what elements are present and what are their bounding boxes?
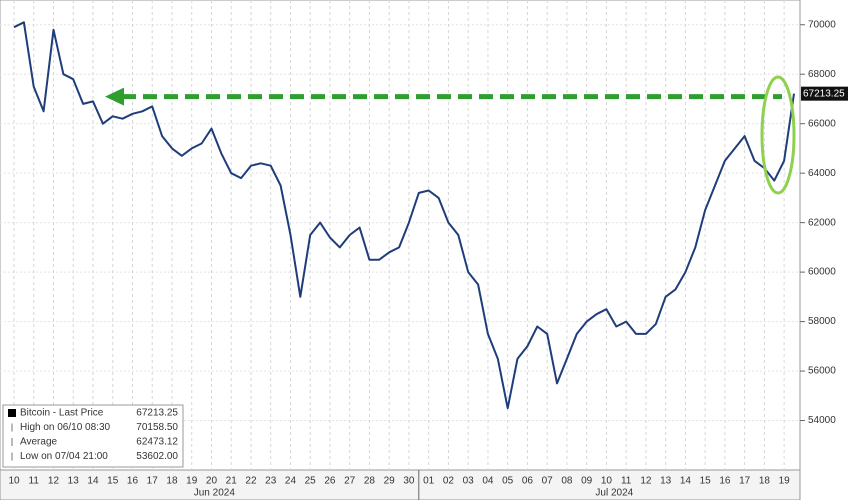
y-tick-label: 54000 (808, 415, 836, 426)
x-tick-label: 16 (127, 476, 139, 487)
legend-value: 70158.50 (136, 422, 178, 433)
x-tick-label: 15 (700, 476, 712, 487)
x-tick-label: 13 (68, 476, 80, 487)
x-tick-label: 19 (186, 476, 198, 487)
y-tick-label: 68000 (808, 69, 836, 80)
x-tick-label: 08 (561, 476, 573, 487)
price-line (13, 21, 795, 410)
x-tick-label: 05 (502, 476, 514, 487)
x-tick-label: 19 (779, 476, 791, 487)
y-tick-label: 66000 (808, 118, 836, 129)
x-tick-label: 18 (166, 476, 178, 487)
arrow-head (105, 87, 124, 106)
legend-value: 67213.25 (136, 408, 178, 419)
x-tick-label: 30 (403, 476, 415, 487)
x-tick-label: 07 (542, 476, 554, 487)
legend-value: 62473.12 (136, 437, 178, 448)
x-tick-label: 06 (522, 476, 534, 487)
last-price-label: 67213.25 (803, 88, 845, 99)
x-tick-label: 11 (621, 476, 632, 487)
y-tick-label: 58000 (808, 316, 836, 327)
x-tick-label: 16 (719, 476, 731, 487)
x-tick-label: 13 (660, 476, 672, 487)
legend-label: Average (20, 437, 58, 448)
x-tick-label: 01 (423, 476, 435, 487)
x-tick-label: 18 (759, 476, 771, 487)
x-tick-label: 10 (8, 476, 20, 487)
x-tick-label: 20 (206, 476, 218, 487)
x-tick-label: 24 (285, 476, 297, 487)
x-tick-label: 22 (245, 476, 257, 487)
legend-value: 53602.00 (136, 451, 178, 462)
x-tick-label: 09 (581, 476, 593, 487)
x-tick-label: 25 (305, 476, 317, 487)
x-tick-label: 10 (601, 476, 613, 487)
x-tick-label: 12 (640, 476, 652, 487)
last-price-tag (801, 86, 848, 101)
x-tick-label: 14 (680, 476, 692, 487)
y-tick-label: 64000 (808, 168, 836, 179)
legend-label: Low on 07/04 21:00 (20, 451, 108, 462)
x-tick-label: 14 (87, 476, 99, 487)
plot-area (0, 0, 801, 471)
x-axis-area (0, 469, 801, 500)
highlight-ellipse (760, 75, 796, 195)
x-tick-label: 17 (739, 476, 751, 487)
y-tick-label: 62000 (808, 217, 836, 228)
x-tick-label: 04 (482, 476, 494, 487)
x-tick-label: 27 (344, 476, 356, 487)
x-tick-label: 12 (48, 476, 60, 487)
month-label: Jul 2024 (595, 488, 633, 499)
month-label: Jun 2024 (194, 488, 236, 499)
x-tick-label: 03 (463, 476, 475, 487)
legend-label: Bitcoin - Last Price (20, 408, 104, 419)
y-tick-label: 56000 (808, 366, 836, 377)
x-tick-label: 21 (226, 476, 238, 487)
legend-label: High on 06/10 08:30 (20, 422, 111, 433)
legend: Bitcoin - Last Price 67213.25 High on 06/1… (2, 404, 184, 468)
x-tick-label: 15 (107, 476, 119, 487)
x-tick-label: 02 (443, 476, 455, 487)
x-tick-label: 17 (147, 476, 159, 487)
x-tick-label: 28 (364, 476, 376, 487)
x-tick-label: 26 (324, 476, 336, 487)
y-tick-label: 60000 (808, 267, 836, 278)
y-tick-label: 70000 (808, 19, 836, 30)
x-tick-label: 23 (265, 476, 277, 487)
x-tick-label: 11 (29, 476, 40, 487)
legend-swatch (8, 409, 16, 417)
x-tick-label: 29 (384, 476, 396, 487)
legend-box (2, 404, 184, 468)
